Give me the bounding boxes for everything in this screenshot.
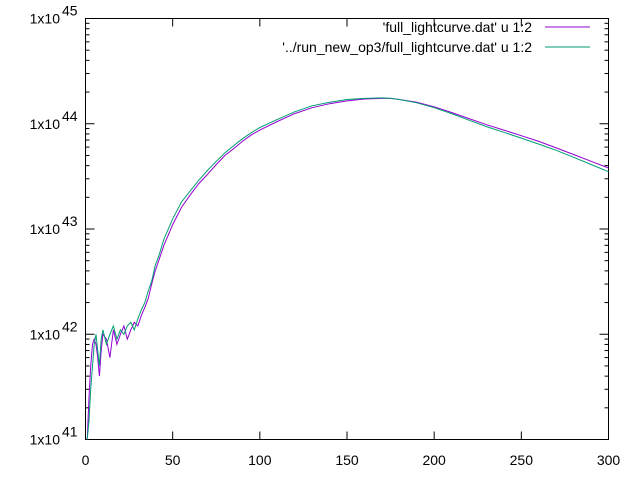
plot-frame	[85, 18, 609, 440]
y-tick-label: 1x10	[30, 432, 61, 448]
axis-ticks	[85, 18, 609, 440]
y-tick-label: 1x10	[30, 11, 61, 27]
y-tick-label: 1x10	[30, 116, 61, 132]
x-tick-labels: 0 50 100 150 200 250 300	[82, 452, 621, 468]
x-tick-label: 100	[248, 452, 272, 468]
x-tick-label: 50	[165, 452, 181, 468]
series-line-1	[86, 97, 609, 440]
series-lines	[86, 97, 609, 440]
x-tick-label: 300	[597, 452, 621, 468]
y-tick-exponent: 45	[62, 3, 78, 19]
legend-label-1: 'full_lightcurve.dat' u 1:2	[383, 19, 533, 35]
y-tick-label: 1x10	[30, 221, 61, 237]
x-tick-label: 0	[82, 452, 90, 468]
y-tick-label: 1x10	[30, 326, 61, 342]
y-tick-exponent: 43	[62, 213, 78, 229]
x-tick-label: 250	[510, 452, 534, 468]
x-tick-label: 200	[422, 452, 446, 468]
y-tick-mantissa: 1x10	[30, 116, 61, 132]
series-line-2	[86, 97, 609, 440]
y-tick-exponent: 44	[62, 108, 78, 124]
y-tick-exponent: 41	[62, 424, 78, 440]
x-tick-label: 150	[335, 452, 359, 468]
legend-label-2: '../run_new_op3/full_lightcurve.dat' u 1…	[282, 39, 532, 55]
y-tick-mantissa: 1x10	[30, 432, 61, 448]
y-tick-mantissa: 1x10	[30, 11, 61, 27]
y-tick-mantissa: 1x10	[30, 326, 61, 342]
y-tick-exponent: 42	[62, 318, 78, 334]
legend: 'full_lightcurve.dat' u 1:2 '../run_new_o…	[282, 19, 590, 55]
y-tick-mantissa: 1x10	[30, 221, 61, 237]
